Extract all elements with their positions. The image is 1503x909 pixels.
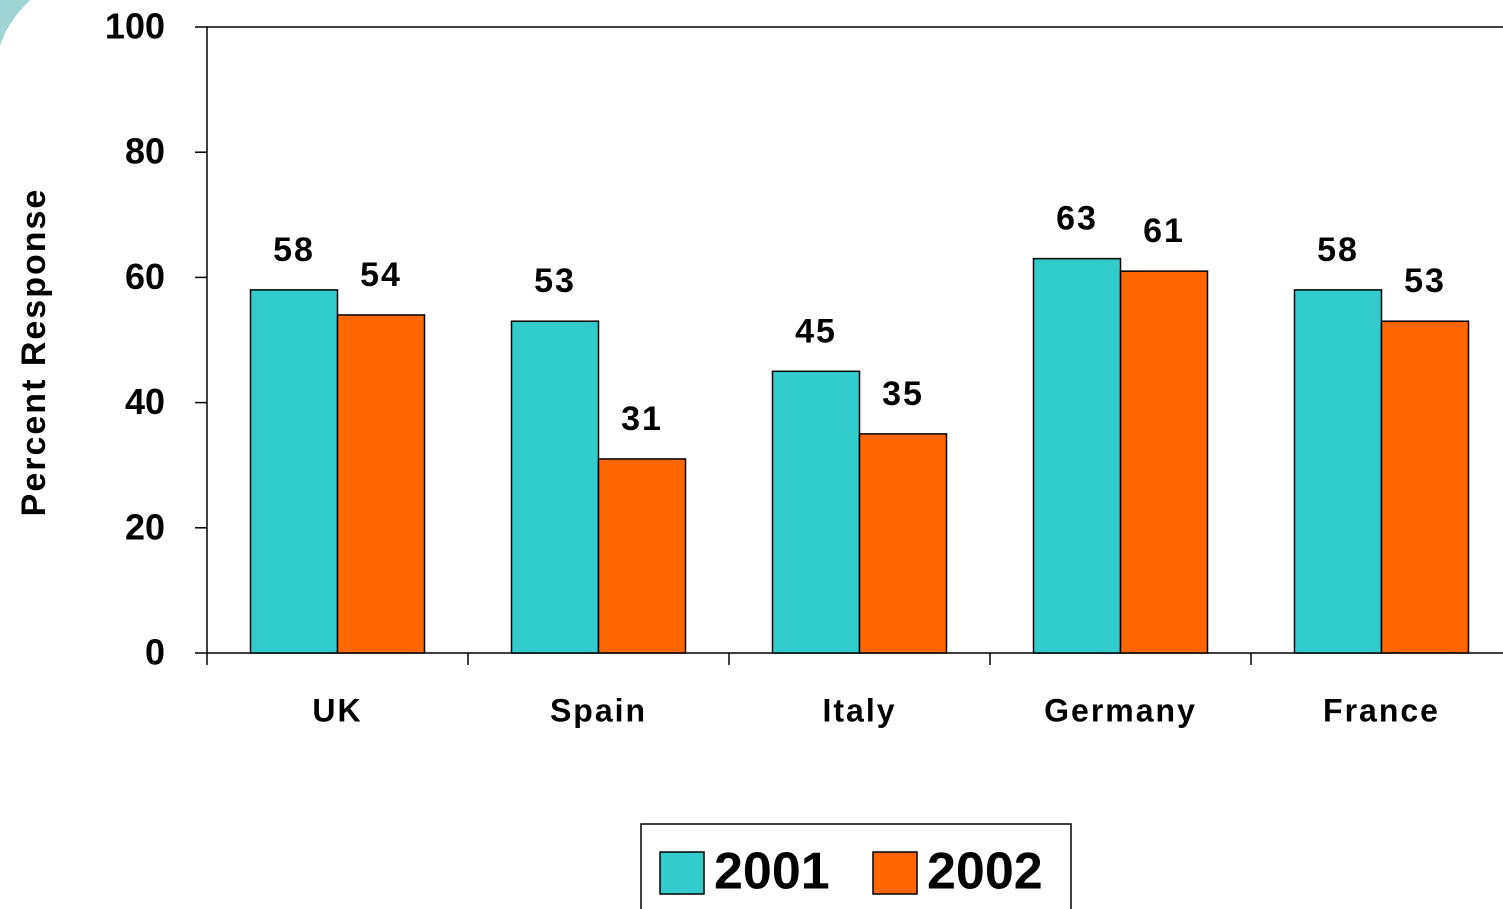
bar bbox=[510, 320, 600, 654]
legend-swatch bbox=[659, 851, 705, 895]
bar bbox=[1380, 320, 1470, 654]
legend-swatch bbox=[872, 851, 918, 895]
bar bbox=[771, 370, 861, 654]
legend-box bbox=[640, 823, 1072, 909]
bar bbox=[597, 458, 687, 654]
bar bbox=[1032, 257, 1122, 654]
y-axis-label: Percent Response bbox=[15, 188, 53, 517]
bar bbox=[336, 314, 426, 654]
bar bbox=[249, 289, 339, 654]
decoration bbox=[0, 0, 30, 75]
y-tick-label: 80 bbox=[125, 131, 165, 172]
y-tick-label: 0 bbox=[145, 632, 165, 673]
x-tick-label: France bbox=[1323, 692, 1440, 728]
data-label: 63 bbox=[1056, 200, 1098, 238]
data-label: 53 bbox=[534, 262, 576, 300]
data-label: 35 bbox=[882, 375, 924, 413]
x-tick-label: Spain bbox=[550, 692, 647, 728]
bar bbox=[1119, 270, 1209, 654]
y-tick-label: 60 bbox=[125, 256, 165, 297]
data-label: 45 bbox=[795, 312, 837, 350]
data-label: 54 bbox=[360, 256, 402, 294]
data-label: 58 bbox=[273, 231, 315, 269]
data-label: 53 bbox=[1404, 262, 1446, 300]
data-label: 61 bbox=[1143, 212, 1185, 250]
bar bbox=[858, 433, 948, 654]
legend-label: 2002 bbox=[927, 843, 1043, 901]
data-label: 31 bbox=[621, 400, 663, 438]
y-tick-label: 40 bbox=[125, 381, 165, 422]
y-tick-label: 100 bbox=[105, 6, 165, 47]
y-tick-label: 20 bbox=[125, 506, 165, 547]
data-label: 58 bbox=[1317, 231, 1359, 269]
x-tick-label: Italy bbox=[822, 692, 896, 728]
legend-label: 2001 bbox=[714, 843, 830, 901]
x-tick-label: Germany bbox=[1044, 692, 1197, 728]
x-tick-label: UK bbox=[312, 692, 362, 728]
bar bbox=[1293, 289, 1383, 654]
